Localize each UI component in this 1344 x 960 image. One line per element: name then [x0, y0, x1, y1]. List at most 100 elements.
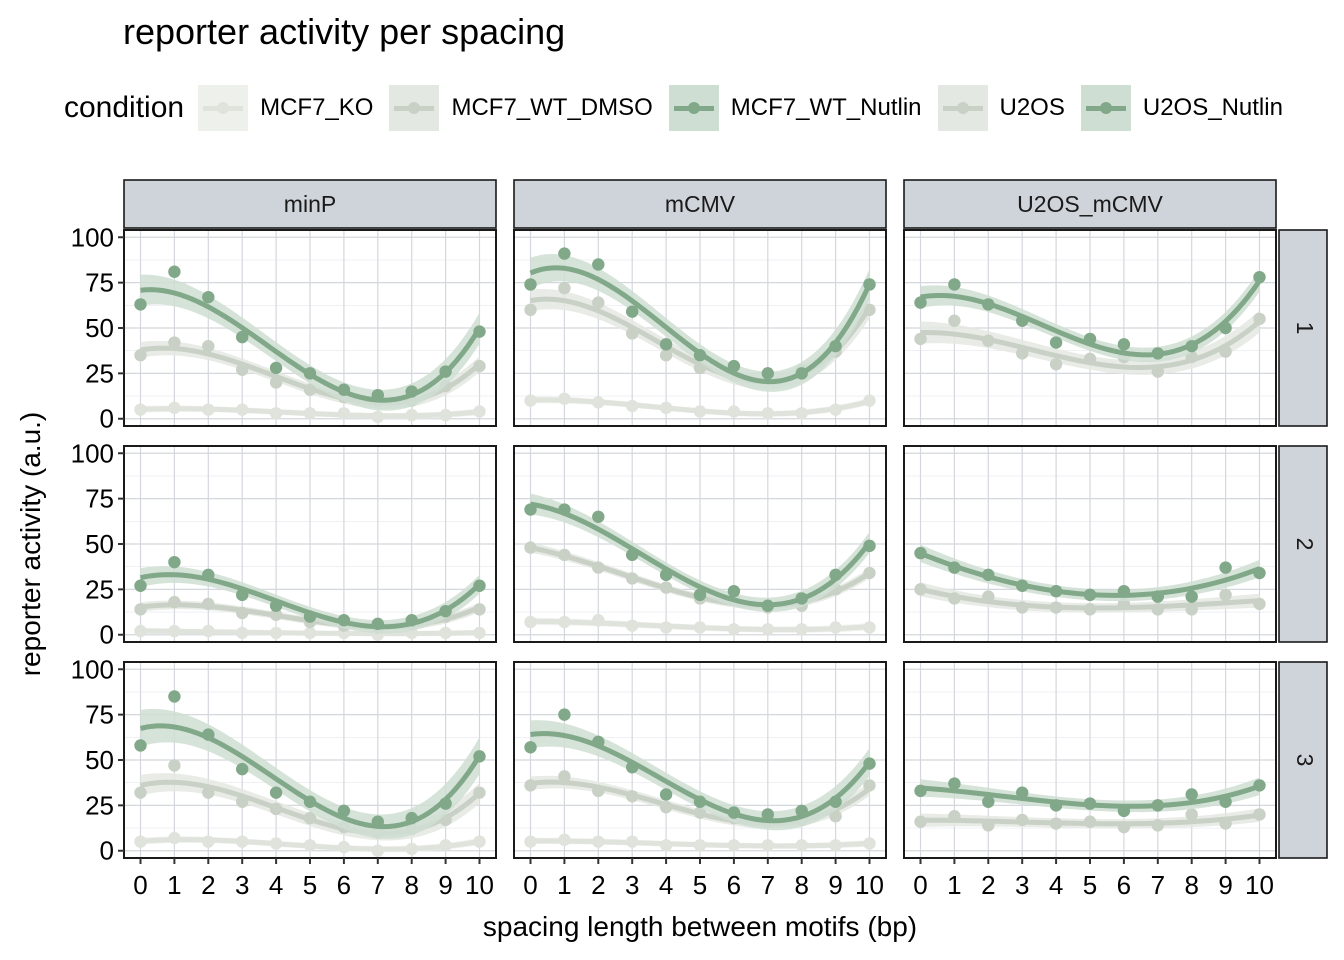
- x-tick-label: 2: [201, 870, 215, 900]
- data-point-mcf7-ko: [693, 839, 707, 852]
- x-tick-label: 0: [913, 870, 927, 900]
- chart-title: reporter activity per spacing: [123, 11, 566, 52]
- x-tick-label: 9: [1218, 870, 1232, 900]
- data-point-mcf7-ko: [405, 842, 418, 856]
- data-point-u2os-nutlin: [1151, 347, 1165, 360]
- data-point-mcf7-wt-nutlin: [727, 584, 741, 598]
- data-point-mcf7-wt-nutlin: [405, 614, 418, 627]
- data-point-mcf7-wt-nutlin: [337, 804, 351, 818]
- data-point-mcf7-wt-dmso: [269, 376, 283, 389]
- data-point-u2os-nutlin: [1151, 590, 1165, 603]
- data-point-mcf7-wt-nutlin: [168, 265, 181, 278]
- data-point-mcf7-wt-dmso: [626, 790, 639, 803]
- data-point-u2os-nutlin: [1253, 566, 1266, 580]
- ci-band-mcf7-wt-dmso: [530, 288, 870, 390]
- data-point-mcf7-wt-dmso: [693, 361, 707, 375]
- legend-label-mcf7-wt-nutlin: MCF7_WT_Nutlin: [730, 94, 922, 121]
- x-tick-label: 4: [659, 870, 673, 900]
- legend-key-mcf7-wt-nutlin: [668, 85, 719, 131]
- data-point-mcf7-wt-dmso: [659, 800, 673, 814]
- x-axis-title: spacing length between motifs (bp): [483, 911, 917, 942]
- data-point-mcf7-wt-nutlin: [524, 503, 537, 516]
- data-point-u2os-nutlin: [1049, 799, 1063, 812]
- data-point-u2os: [982, 819, 995, 832]
- data-point-mcf7-wt-nutlin: [727, 359, 741, 373]
- data-point-u2os-nutlin: [982, 568, 995, 582]
- x-tick-label: 3: [235, 870, 249, 900]
- data-point-mcf7-wt-nutlin: [693, 349, 707, 362]
- facet-strip-label: minP: [284, 191, 336, 217]
- x-tick-label: 9: [828, 870, 842, 900]
- data-point-mcf7-ko: [592, 614, 605, 627]
- data-point-mcf7-wt-nutlin: [761, 599, 774, 612]
- data-point-mcf7-wt-nutlin: [303, 795, 317, 808]
- data-point-mcf7-wt-nutlin: [269, 361, 283, 375]
- y-tick-label: 25: [85, 358, 114, 388]
- data-point-mcf7-wt-nutlin: [795, 367, 808, 380]
- y-tick-label: 0: [100, 836, 114, 866]
- x-tick-label: 8: [794, 870, 808, 900]
- y-tick-label: 0: [100, 620, 114, 650]
- data-point-mcf7-wt-dmso: [626, 327, 639, 340]
- panel-data-mcmv-3: [524, 708, 876, 852]
- data-point-mcf7-wt-dmso: [558, 548, 571, 562]
- data-point-mcf7-wt-nutlin: [439, 797, 452, 810]
- y-tick-label: 50: [85, 745, 114, 775]
- data-point-mcf7-ko: [626, 399, 639, 413]
- x-tick-label: 6: [337, 870, 351, 900]
- data-point-mcf7-wt-nutlin: [524, 278, 537, 291]
- data-point-u2os: [982, 590, 995, 603]
- data-point-u2os: [1049, 358, 1063, 371]
- data-point-mcf7-wt-dmso: [236, 606, 249, 620]
- data-point-mcf7-wt-nutlin: [626, 548, 639, 562]
- data-point-mcf7-wt-dmso: [863, 303, 876, 317]
- data-point-mcf7-ko: [236, 626, 249, 640]
- data-point-mcf7-ko: [269, 837, 283, 850]
- data-point-mcf7-wt-nutlin: [473, 750, 486, 763]
- data-point-mcf7-ko: [269, 626, 283, 640]
- data-point-mcf7-wt-dmso: [829, 810, 842, 823]
- data-point-mcf7-ko: [303, 626, 317, 640]
- data-point-mcf7-wt-nutlin: [134, 739, 147, 752]
- data-point-mcf7-ko: [863, 394, 876, 407]
- data-point-u2os: [982, 334, 995, 347]
- data-point-mcf7-wt-dmso: [592, 784, 605, 798]
- panel-data-u2os_mcmv-3: [914, 777, 1266, 834]
- data-point-mcf7-ko: [303, 839, 317, 852]
- data-point-mcf7-wt-dmso: [303, 383, 317, 396]
- legend-label-u2os-nutlin: U2OS_Nutlin: [1142, 94, 1283, 121]
- data-point-u2os: [948, 810, 961, 823]
- data-point-u2os: [1253, 808, 1266, 821]
- data-point-mcf7-ko: [761, 839, 774, 852]
- data-point-mcf7-wt-nutlin: [761, 808, 774, 821]
- x-tick-label: 2: [591, 870, 605, 900]
- data-point-mcf7-ko: [405, 408, 418, 422]
- data-point-u2os-nutlin: [914, 296, 927, 309]
- data-point-mcf7-wt-dmso: [473, 603, 486, 616]
- ci-band-u2os-nutlin: [920, 544, 1260, 602]
- data-point-mcf7-ko: [863, 621, 876, 634]
- y-tick-label: 75: [85, 484, 114, 514]
- ci-band-mcf7-wt-nutlin: [140, 274, 480, 411]
- legend-key-mcf7-ko: [198, 85, 249, 131]
- data-point-mcf7-wt-nutlin: [371, 815, 384, 828]
- data-point-u2os-nutlin: [948, 278, 961, 291]
- x-tick-label: 0: [523, 870, 537, 900]
- data-point-u2os-nutlin: [1185, 339, 1198, 353]
- data-point-mcf7-wt-dmso: [236, 795, 249, 808]
- legend-key-u2os: [937, 85, 988, 131]
- data-point-mcf7-wt-nutlin: [371, 617, 384, 631]
- panel-data-minp-1: [134, 265, 486, 424]
- x-tick-label: 7: [1151, 870, 1165, 900]
- data-point-mcf7-wt-dmso: [168, 336, 181, 349]
- data-point-mcf7-wt-nutlin: [795, 804, 808, 818]
- data-point-u2os: [1016, 813, 1029, 827]
- data-point-mcf7-ko: [659, 401, 673, 415]
- data-point-mcf7-ko: [134, 403, 147, 416]
- data-point-mcf7-ko: [795, 839, 808, 852]
- data-point-mcf7-ko: [829, 403, 842, 416]
- data-point-mcf7-ko: [473, 835, 486, 848]
- data-point-u2os-nutlin: [1219, 321, 1232, 335]
- data-point-u2os-nutlin: [914, 546, 927, 560]
